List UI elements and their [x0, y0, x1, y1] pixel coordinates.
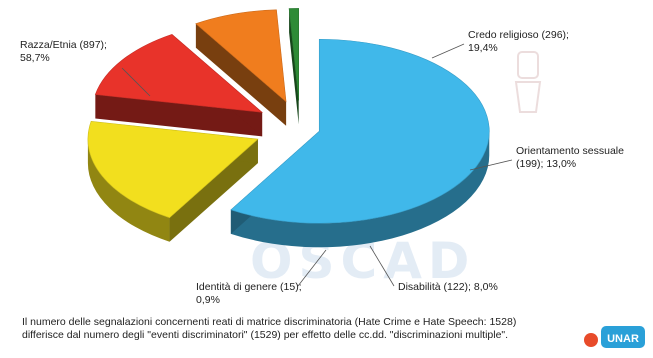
slice-face-3-0	[195, 23, 287, 126]
leader-line-4	[297, 249, 327, 287]
slice-label-4-line-1: 0,9%	[196, 294, 220, 306]
leader-line-3	[369, 245, 395, 287]
slice-label-1-line-0: Credo religioso (296);	[468, 29, 569, 41]
slice-label-3-line-0: Disabilità (122); 8,0%	[398, 281, 498, 293]
caption-line-1: Il numero delle segnalazioni concernenti…	[22, 316, 517, 328]
slice-label-0-line-1: 58,7%	[20, 52, 50, 64]
slice-side-0	[230, 131, 490, 248]
leader-line-1	[431, 43, 465, 59]
slice-label-0-line-0: Razza/Etnia (897);	[20, 39, 107, 51]
chart-caption: Il numero delle segnalazioni concernenti…	[22, 316, 582, 342]
slice-face-2-0	[95, 94, 263, 137]
slice-label-2-line-0: Orientamento sessuale	[516, 145, 624, 157]
slice-4	[288, 8, 299, 101]
slice-label-2-line-1: (199); 13,0%	[516, 158, 576, 170]
slice-side-1	[87, 139, 170, 242]
slice-2	[94, 34, 264, 113]
slice-labels: Razza/Etnia (897);58,7% Credo religioso (…	[20, 29, 624, 306]
slice-0	[230, 38, 490, 224]
slice-face-4-0	[289, 8, 299, 125]
slice-label-1-line-1: 19,4%	[468, 42, 498, 54]
unar-logo: UNAR	[584, 326, 645, 348]
slice-label-4-line-0: Identità di genere (15);	[196, 281, 302, 293]
unar-logo-text: UNAR	[607, 333, 639, 345]
pie-tops	[87, 8, 490, 224]
slice-face-1-0	[169, 139, 258, 242]
slice-3	[195, 9, 287, 103]
caption-line-2: differisce dal numero degli "eventi disc…	[22, 329, 509, 341]
leader-line-2	[469, 159, 513, 171]
leader-line-0	[121, 67, 151, 97]
right-crest-watermark	[514, 51, 542, 113]
slice-1	[87, 120, 259, 219]
